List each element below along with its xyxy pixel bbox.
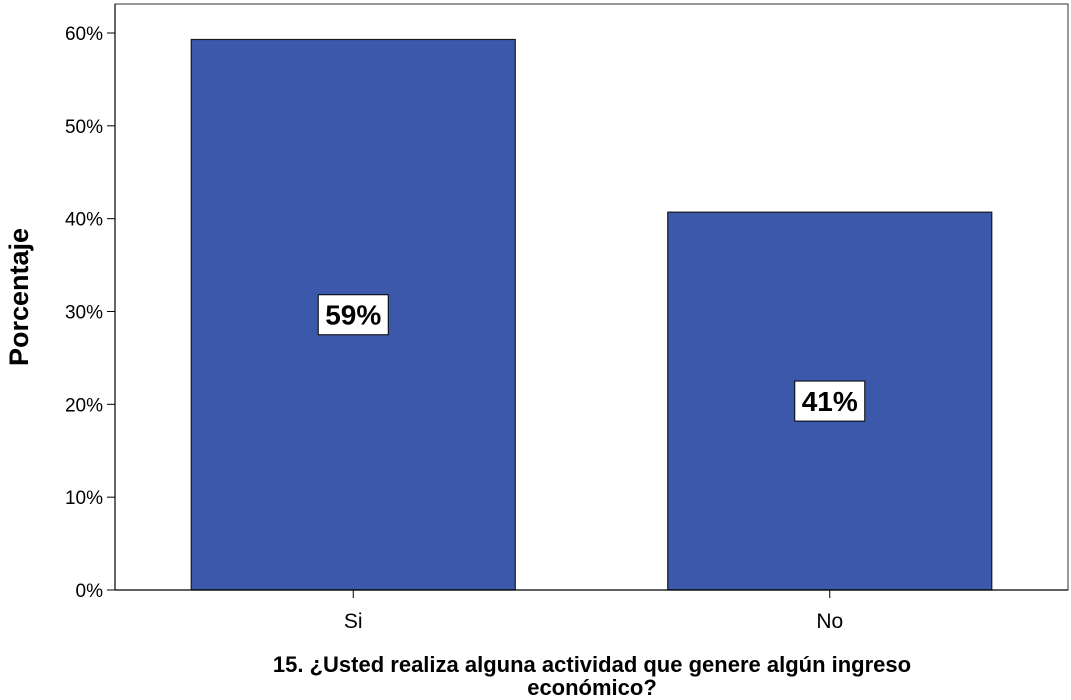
y-axis: 0% 10% 20% 30% 40% 50% 60% <box>65 4 116 602</box>
data-label: 41% <box>802 386 858 417</box>
y-tick-label: 30% <box>65 303 103 324</box>
y-tick-label: 50% <box>65 117 103 138</box>
x-axis: Si No <box>115 589 1068 633</box>
data-label-box <box>317 294 389 336</box>
y-tick-label: 60% <box>65 24 103 45</box>
x-tick-label: No <box>816 610 843 633</box>
data-label-box <box>794 380 866 422</box>
x-axis-title-line-1: 15. ¿Usted realiza alguna actividad que … <box>273 652 911 677</box>
data-label: 59% <box>325 300 381 331</box>
y-tick-label: 10% <box>65 488 103 509</box>
y-axis-title: Porcentaje <box>4 228 34 366</box>
y-tick-label: 0% <box>76 581 104 602</box>
bars: 59% 41% <box>190 38 993 591</box>
x-tick-label: Si <box>344 610 363 633</box>
x-axis-title-line-2: económico? <box>527 675 657 700</box>
y-tick-label: 20% <box>65 395 103 416</box>
y-tick-label: 40% <box>65 210 103 231</box>
